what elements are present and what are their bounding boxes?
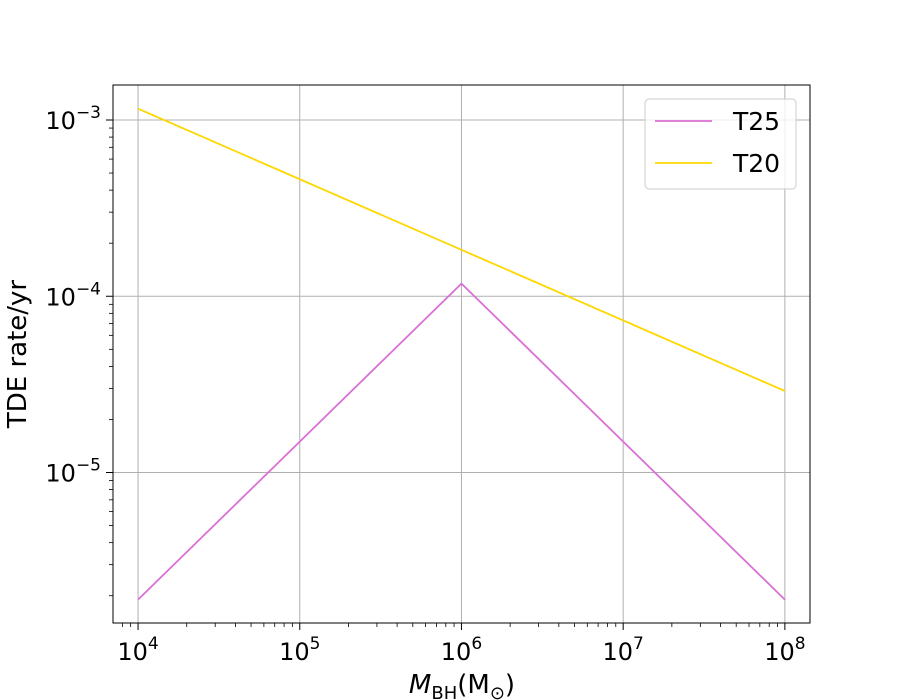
series-line-t25 (137, 282, 786, 601)
x-tick-label: 107 (602, 634, 643, 666)
y-tick-label-base: 10 (45, 283, 76, 311)
x-axis-label-unit-close: ) (505, 670, 515, 700)
x-axis-label-unit-subscript: ⊙ (490, 683, 505, 700)
x-tick-label-exponent: 6 (471, 634, 482, 654)
legend-label-t20: T20 (732, 149, 780, 178)
x-tick-label-base: 10 (279, 638, 310, 666)
y-tick-label-exponent: −5 (76, 456, 101, 476)
y-tick-label-exponent: −3 (76, 103, 101, 123)
x-tick-label: 108 (764, 634, 805, 666)
x-axis-label-unit: (M (457, 670, 490, 700)
y-tick-label-exponent: −4 (76, 279, 101, 299)
y-tick-label: 10−5 (45, 456, 101, 488)
x-axis-label-subscript: BH (431, 683, 457, 700)
x-tick-label-base: 10 (441, 638, 472, 666)
x-tick-label-base: 10 (764, 638, 795, 666)
y-tick-label-base: 10 (45, 460, 76, 488)
x-tick-label-exponent: 5 (310, 634, 321, 654)
series-lines (137, 107, 786, 601)
x-tick-label-exponent: 7 (633, 634, 644, 654)
y-tick-label: 10−3 (45, 103, 101, 135)
x-tick-label: 104 (117, 634, 158, 666)
y-axis-label: TDE rate/yr (3, 280, 33, 430)
x-tick-label: 105 (279, 634, 320, 666)
y-tick-label-base: 10 (45, 107, 76, 135)
x-tick-label: 106 (441, 634, 482, 666)
legend-label-t25: T25 (732, 107, 780, 136)
x-axis-label: MBH(M⊙) (409, 670, 515, 700)
x-axis-label-main: M (409, 670, 431, 700)
series-line-t20 (137, 107, 786, 392)
x-tick-label-base: 10 (117, 638, 148, 666)
x-tick-label-exponent: 8 (795, 634, 806, 654)
y-tick-label: 10−4 (45, 279, 101, 311)
x-tick-label-exponent: 4 (148, 634, 159, 654)
axis-ticks (106, 119, 786, 630)
x-tick-label-base: 10 (602, 638, 633, 666)
grid (113, 85, 810, 623)
